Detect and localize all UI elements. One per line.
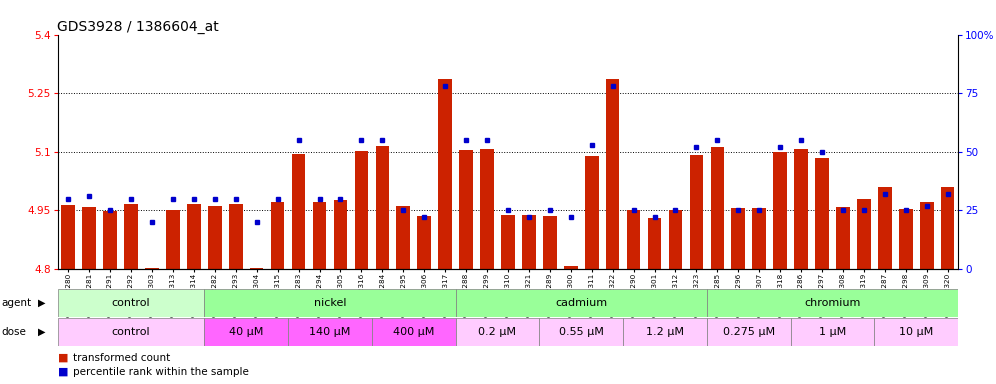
Text: percentile rank within the sample: percentile rank within the sample: [73, 367, 249, 377]
Bar: [83, 207, 96, 269]
Bar: [187, 204, 200, 269]
Text: 40 μM: 40 μM: [229, 327, 263, 337]
Bar: [372, 318, 455, 346]
Bar: [874, 318, 958, 346]
Bar: [250, 268, 264, 269]
Bar: [62, 205, 75, 269]
Bar: [540, 318, 623, 346]
Bar: [455, 318, 540, 346]
Bar: [501, 215, 515, 269]
Text: cadmium: cadmium: [555, 298, 608, 308]
Bar: [794, 149, 808, 269]
Bar: [166, 210, 179, 269]
Bar: [689, 155, 703, 269]
Bar: [58, 318, 204, 346]
Bar: [208, 206, 222, 269]
Text: ■: ■: [58, 353, 69, 363]
Bar: [229, 204, 243, 269]
Bar: [292, 154, 306, 269]
Text: chromium: chromium: [805, 298, 861, 308]
Bar: [878, 187, 891, 269]
Text: ▶: ▶: [38, 327, 46, 337]
Bar: [288, 318, 372, 346]
Text: nickel: nickel: [314, 298, 347, 308]
Bar: [313, 202, 327, 269]
Bar: [585, 156, 599, 269]
Text: 0.275 μM: 0.275 μM: [723, 327, 775, 337]
Bar: [271, 202, 285, 269]
Bar: [606, 79, 620, 269]
Bar: [375, 146, 389, 269]
Bar: [773, 152, 787, 269]
Text: 1.2 μM: 1.2 μM: [646, 327, 684, 337]
Bar: [626, 210, 640, 269]
Bar: [858, 199, 871, 269]
Bar: [522, 215, 536, 269]
Bar: [752, 208, 766, 269]
Bar: [710, 147, 724, 269]
Bar: [355, 151, 369, 269]
Bar: [816, 158, 829, 269]
Text: transformed count: transformed count: [73, 353, 170, 363]
Bar: [480, 149, 494, 269]
Bar: [731, 208, 745, 269]
Bar: [647, 218, 661, 269]
Text: 140 μM: 140 μM: [310, 327, 351, 337]
Bar: [417, 216, 431, 269]
Text: 0.2 μM: 0.2 μM: [478, 327, 517, 337]
Text: control: control: [112, 327, 150, 337]
Bar: [58, 289, 204, 317]
Bar: [459, 150, 473, 269]
Text: ■: ■: [58, 367, 69, 377]
Text: ▶: ▶: [38, 298, 46, 308]
Bar: [920, 202, 933, 269]
Bar: [707, 289, 958, 317]
Bar: [791, 318, 874, 346]
Bar: [438, 79, 452, 269]
Bar: [145, 268, 158, 269]
Bar: [899, 209, 912, 269]
Bar: [623, 318, 707, 346]
Text: control: control: [112, 298, 150, 308]
Text: dose: dose: [1, 327, 26, 337]
Bar: [455, 289, 707, 317]
Bar: [396, 206, 410, 269]
Bar: [124, 204, 137, 269]
Text: 400 μM: 400 μM: [393, 327, 434, 337]
Bar: [941, 187, 954, 269]
Text: 1 μM: 1 μM: [819, 327, 847, 337]
Bar: [564, 266, 578, 269]
Bar: [543, 216, 557, 269]
Text: 10 μM: 10 μM: [899, 327, 933, 337]
Bar: [334, 200, 348, 269]
Text: agent: agent: [1, 298, 31, 308]
Bar: [204, 289, 455, 317]
Text: 0.55 μM: 0.55 μM: [559, 327, 604, 337]
Text: GDS3928 / 1386604_at: GDS3928 / 1386604_at: [57, 20, 218, 33]
Bar: [204, 318, 288, 346]
Bar: [104, 212, 117, 269]
Bar: [668, 210, 682, 269]
Bar: [837, 207, 850, 269]
Bar: [707, 318, 791, 346]
